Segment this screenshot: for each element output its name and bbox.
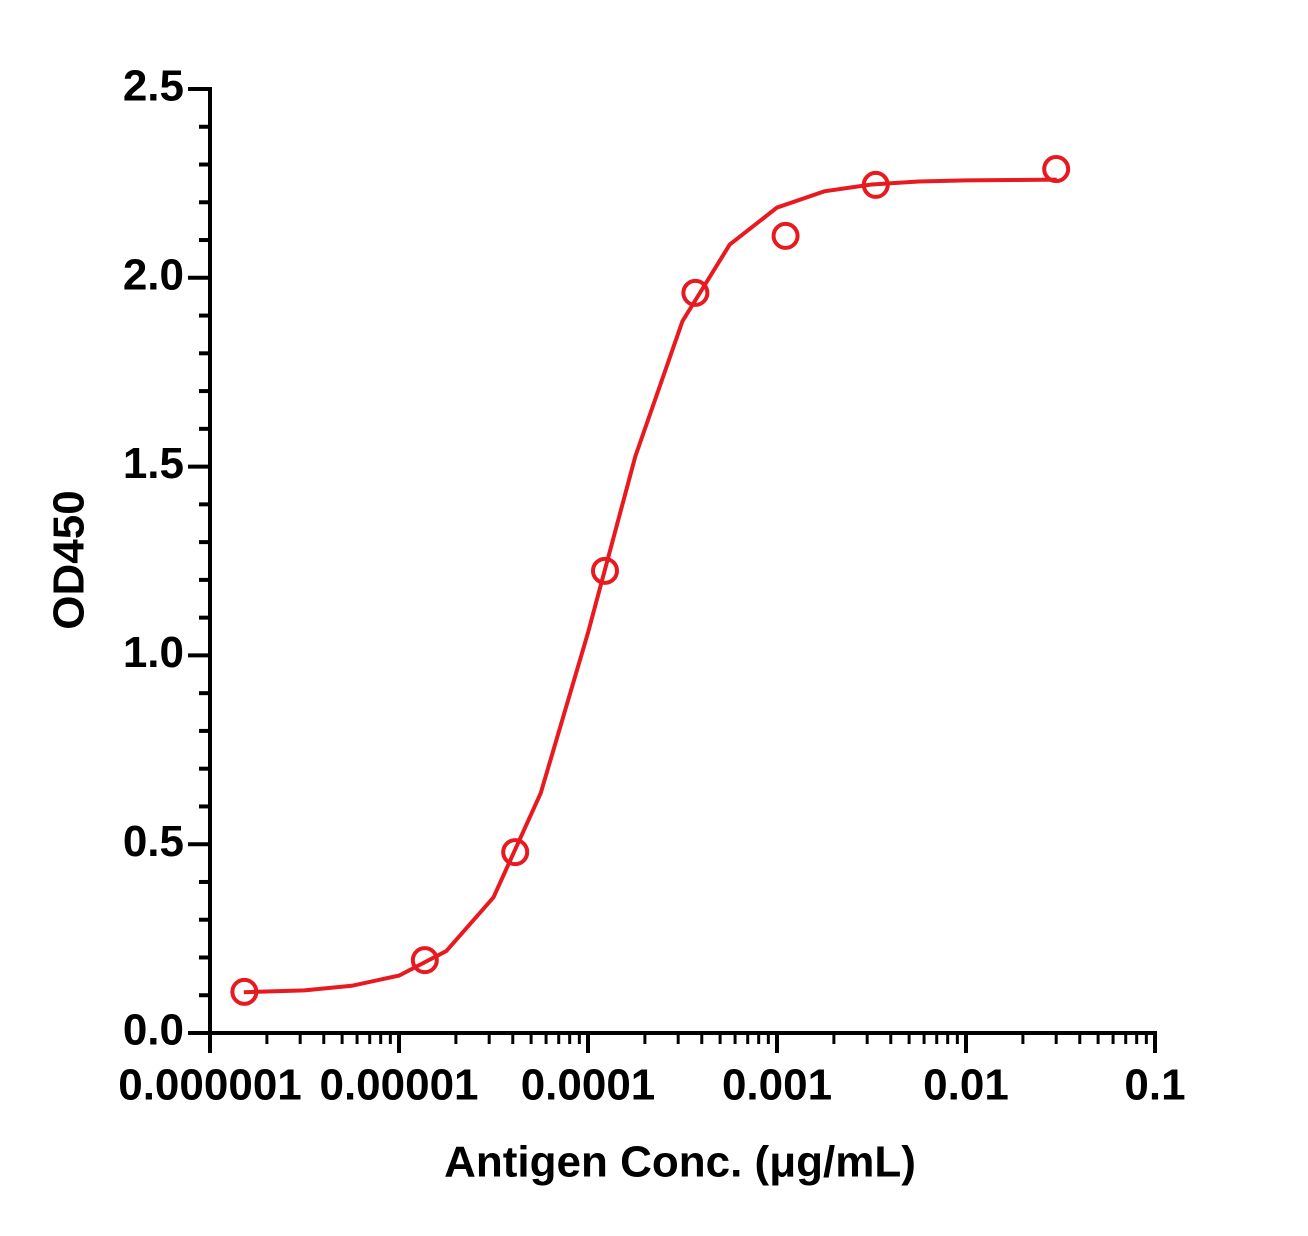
fit-curve [243, 177, 1057, 995]
x-tick-label: 0.01 [923, 1061, 1009, 1110]
x-tick-label: 0.000001 [118, 1061, 302, 1110]
y-axis-title: OD450 [45, 490, 94, 629]
x-axis-title: Antigen Conc. (μg/mL) [444, 1138, 916, 1187]
y-tick-label: 0.5 [123, 817, 184, 866]
data-point [410, 946, 439, 975]
x-tick-label: 0.1 [1124, 1061, 1185, 1110]
data-point [1042, 155, 1071, 184]
x-tick-label: 0.001 [722, 1061, 832, 1110]
x-tick-label: 0.00001 [319, 1061, 478, 1110]
data-point [230, 977, 259, 1006]
data-point [681, 278, 710, 307]
data-point [501, 838, 530, 867]
y-tick-label: 0.0 [123, 1006, 184, 1055]
data-point [590, 556, 619, 585]
x-tick-label: 0.0001 [521, 1061, 656, 1110]
y-tick-label: 2.0 [123, 250, 184, 299]
y-tick-label: 1.5 [123, 439, 184, 488]
y-tick-label: 2.5 [123, 62, 184, 111]
y-tick-label: 1.0 [123, 628, 184, 677]
data-point [861, 170, 890, 199]
data-point [771, 221, 800, 250]
